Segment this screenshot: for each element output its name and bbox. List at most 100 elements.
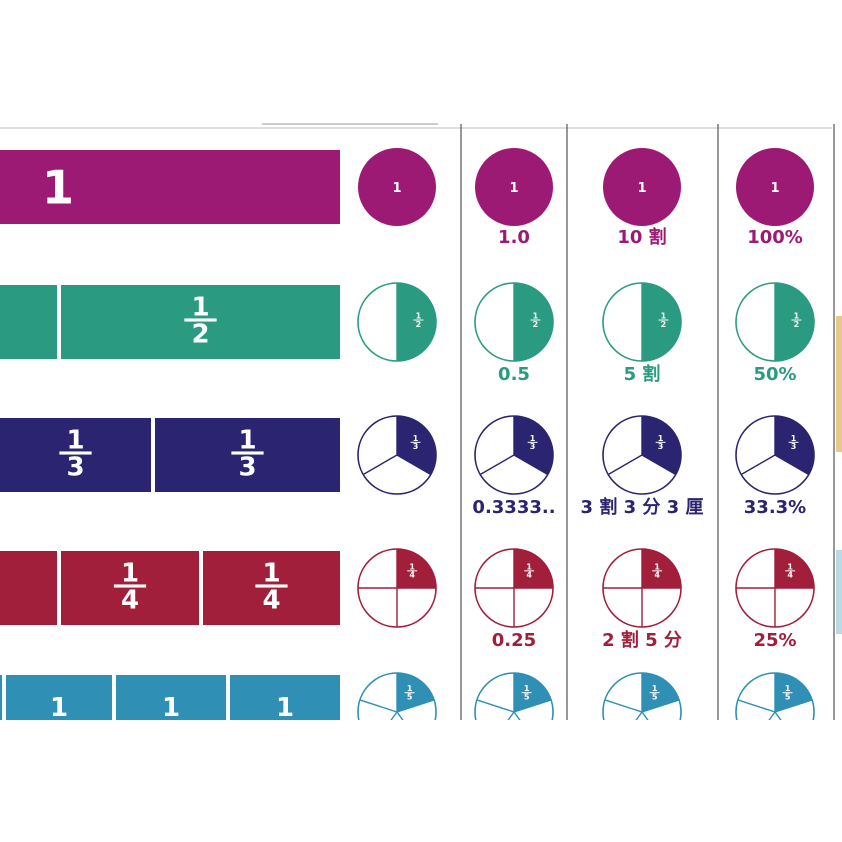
bar-label-denominator: 3: [66, 452, 84, 482]
pie-decimal-label-fraction-bar: [527, 441, 538, 443]
wari-value: 5 割: [624, 363, 661, 385]
bar-label-numerator: 1: [66, 425, 84, 455]
pie-decimal-label-denominator: 3: [530, 442, 536, 451]
bar-segment: [230, 675, 340, 720]
pie-main-label-numerator: 1: [409, 562, 415, 571]
pie-main-label-fraction-bar: [407, 570, 418, 572]
bar-segment: [203, 551, 340, 625]
pie-percent-disc: [736, 148, 814, 226]
decimal-value: 0.25: [492, 630, 536, 651]
bar-segment: [0, 551, 57, 625]
bar-label-numerator: 1: [191, 292, 209, 322]
pie-wari: 1: [603, 148, 681, 226]
pie-wari-label: 1: [637, 181, 646, 196]
pie-decimal-divider: [513, 699, 552, 713]
pie-percent-slice: [775, 549, 814, 588]
pie-wari-label-fraction-bar: [649, 692, 660, 694]
bar-label-fraction-bar: [231, 451, 264, 455]
pie-percent-divider: [774, 454, 810, 476]
wari-value: 10 割: [617, 226, 666, 248]
pie-decimal-slice: [514, 549, 553, 588]
pie-percent-slice: [775, 283, 814, 361]
pie-main-divider: [362, 454, 398, 476]
pie-decimal-disc: [475, 148, 553, 226]
pie-main-divider: [359, 699, 398, 713]
pie-decimal: 13: [474, 415, 554, 495]
pie-wari-label-numerator: 1: [652, 684, 658, 693]
bar-label-numerator: 1: [276, 693, 294, 723]
table-frame: [0, 123, 835, 720]
bar-label-numerator: 1: [50, 693, 68, 723]
row-whole: 1 1 1 1 1 1.0 10 割 100%: [0, 148, 814, 248]
pie-percent-label-fraction-bar: [791, 319, 802, 321]
pie-decimal-label-fraction-bar: [530, 319, 541, 321]
bar-segment: [61, 551, 199, 625]
pie-decimal-label-denominator: 2: [533, 320, 539, 329]
pie-decimal-divider: [479, 454, 515, 476]
percent-value: 100%: [747, 227, 803, 248]
pie-main-divider: [396, 699, 435, 713]
pie-wari-label-numerator: 1: [654, 562, 660, 571]
side-accent-yellow: [836, 316, 842, 452]
pie-decimal-label: 1: [509, 181, 518, 196]
bar-segment: [0, 285, 57, 359]
pie-wari-label-denominator: 3: [658, 442, 664, 451]
pie-wari-label-denominator: 2: [661, 320, 667, 329]
pie-percent-label-denominator: 5: [785, 693, 791, 702]
pie-main-label-denominator: 2: [416, 320, 422, 329]
pie-wari-divider: [604, 699, 643, 713]
bottom-margin: [0, 720, 842, 842]
pie-percent: 13: [735, 415, 815, 495]
pie-decimal-divider: [513, 454, 549, 476]
pie-decimal: 1: [475, 148, 553, 226]
bar-label-fraction-bar: [184, 318, 217, 322]
pie-decimal: 14: [474, 548, 554, 628]
pie-wari-label-numerator: 1: [661, 312, 667, 321]
pie-percent-label-fraction-bar: [788, 441, 799, 443]
pie-main-slice: [397, 549, 436, 588]
bar-label-denominator: 4: [262, 585, 280, 615]
pie-percent-divider: [774, 699, 813, 713]
pie-percent-label-numerator: 1: [791, 434, 797, 443]
bar-segment: [0, 675, 2, 720]
wari-value: 2 割 5 分: [602, 629, 682, 651]
bar-label-denominator: 3: [238, 452, 256, 482]
bar-label-denominator: 4: [121, 585, 139, 615]
decimal-value: 0.3333..: [472, 497, 555, 518]
pie-percent-label-denominator: 2: [794, 320, 800, 329]
bar-label-numerator: 1: [121, 558, 139, 588]
percent-value: 33.3%: [744, 497, 806, 518]
pie-main-disc: [358, 148, 436, 226]
pie-main-label-denominator: 5: [407, 693, 413, 702]
pie-percent-label: 1: [770, 181, 779, 196]
pie-main-label-denominator: 4: [409, 571, 415, 580]
pie-main-slice: [397, 283, 436, 361]
pie-main-label: 1: [392, 181, 401, 196]
pie-percent: 14: [735, 548, 815, 628]
pie-wari-label-fraction-bar: [655, 441, 666, 443]
pie-decimal-slice: [514, 283, 553, 361]
pie-percent-label-numerator: 1: [787, 562, 793, 571]
pie-wari-disc: [603, 148, 681, 226]
bar-segment: [0, 150, 340, 224]
bar-label-fraction-bar: [255, 584, 288, 588]
pie-decimal-label-numerator: 1: [524, 684, 530, 693]
pie-wari-slice: [642, 549, 681, 588]
bar-label-numerator: 1: [162, 693, 180, 723]
pie-decimal-label-denominator: 4: [526, 571, 532, 580]
pie-wari-divider: [641, 699, 680, 713]
bar-label-fraction-bar: [59, 451, 92, 455]
pie-percent-label-fraction-bar: [785, 570, 796, 572]
bar-segment: [155, 418, 340, 492]
pie-wari-label-denominator: 4: [654, 571, 660, 580]
pie-main-label-numerator: 1: [416, 312, 422, 321]
pie-percent: 1: [736, 148, 814, 226]
side-accent-blue: [836, 550, 842, 634]
pie-wari-slice: [642, 283, 681, 361]
pie-percent-divider: [737, 699, 776, 713]
pie-decimal-label-numerator: 1: [530, 434, 536, 443]
pie-percent-label-numerator: 1: [785, 684, 791, 693]
